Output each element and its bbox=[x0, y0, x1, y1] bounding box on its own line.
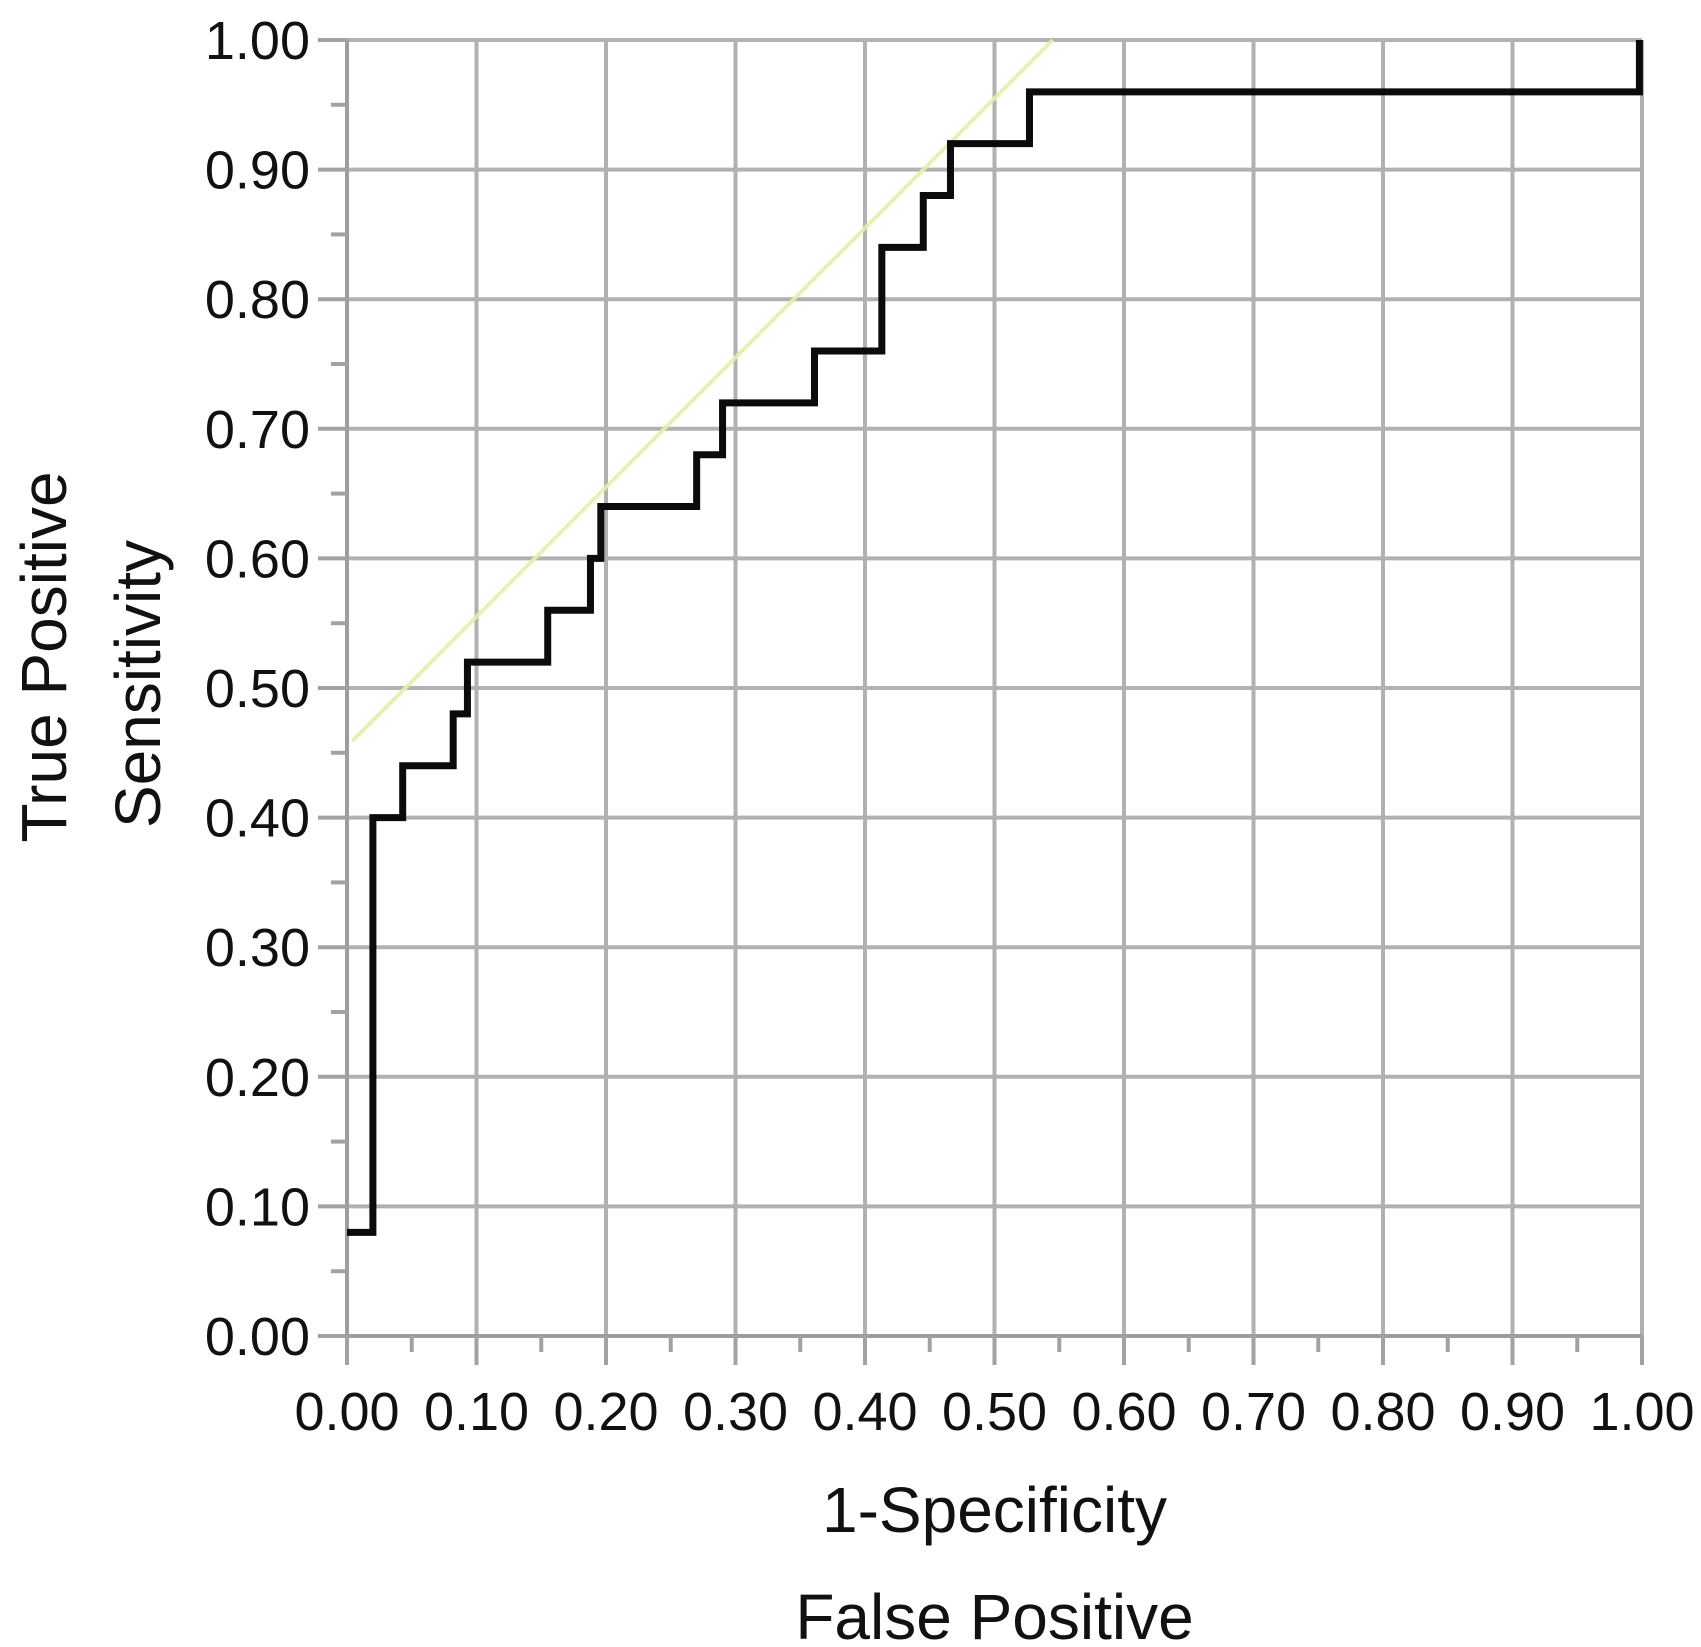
y-tick-label: 0.20 bbox=[205, 1048, 310, 1108]
x-tick-label: 1.00 bbox=[1589, 1382, 1694, 1442]
x-axis-title-line1: 1-Specificity bbox=[822, 1474, 1167, 1546]
y-tick-label: 0.50 bbox=[205, 659, 310, 719]
y-tick-label: 0.00 bbox=[205, 1307, 310, 1367]
y-tick-label: 1.00 bbox=[205, 11, 310, 71]
x-tick-label: 0.40 bbox=[812, 1382, 917, 1442]
x-tick-label: 0.70 bbox=[1201, 1382, 1306, 1442]
x-tick-label: 0.20 bbox=[553, 1382, 658, 1442]
y-tick-label: 0.60 bbox=[205, 529, 310, 589]
y-tick-label: 0.40 bbox=[205, 789, 310, 849]
x-tick-label: 0.90 bbox=[1460, 1382, 1565, 1442]
x-tick-label: 0.80 bbox=[1330, 1382, 1435, 1442]
y-axis-title-line2: Sensitivity bbox=[102, 539, 174, 829]
x-tick-label: 0.00 bbox=[294, 1382, 399, 1442]
y-tick-label: 0.70 bbox=[205, 400, 310, 460]
x-tick-label: 0.30 bbox=[683, 1382, 788, 1442]
x-axis-title-line2: False Positive bbox=[795, 1581, 1194, 1647]
y-tick-label: 0.90 bbox=[205, 141, 310, 201]
y-tick-label: 0.80 bbox=[205, 270, 310, 330]
x-tick-label: 0.50 bbox=[942, 1382, 1047, 1442]
axis-ticks bbox=[318, 38, 1644, 1365]
y-axis-title-line1: True Positive bbox=[8, 471, 80, 843]
x-tick-label: 0.10 bbox=[424, 1382, 529, 1442]
chance-diagonal bbox=[350, 38, 1055, 743]
roc-curve bbox=[347, 40, 1643, 1236]
gridlines bbox=[345, 38, 1644, 1338]
y-tick-label: 0.30 bbox=[205, 918, 310, 978]
tick-labels: 0.00 0.10 0.20 0.30 0.40 0.50 0.60 0.70 0.80 0.90… bbox=[205, 11, 1695, 1442]
x-tick-label: 0.60 bbox=[1071, 1382, 1176, 1442]
y-tick-label: 0.10 bbox=[205, 1177, 310, 1237]
